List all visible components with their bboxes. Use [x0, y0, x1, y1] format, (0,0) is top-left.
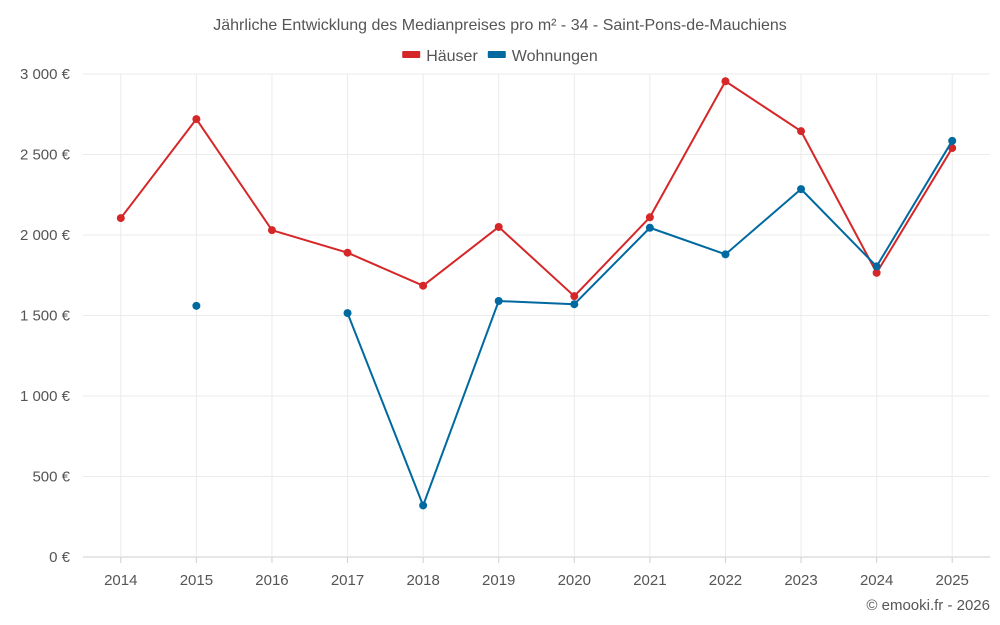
- legend: Häuser Wohnungen: [402, 48, 598, 65]
- x-tick-label: 2020: [558, 572, 591, 589]
- y-tick-label: 0 €: [49, 549, 71, 566]
- data-point-wohnungen[interactable]: [872, 262, 881, 271]
- legend-label-häuser[interactable]: Häuser: [426, 48, 478, 65]
- x-tick-label: 2018: [406, 572, 439, 589]
- data-point-häuser[interactable]: [570, 292, 579, 301]
- y-tick-label: 500 €: [32, 469, 70, 486]
- credit-text: © emooki.fr - 2026: [866, 597, 990, 614]
- data-point-wohnungen[interactable]: [645, 223, 654, 232]
- data-point-wohnungen[interactable]: [494, 297, 503, 306]
- data-point-wohnungen[interactable]: [721, 250, 730, 259]
- x-tick-label: 2016: [255, 572, 288, 589]
- data-point-wohnungen[interactable]: [797, 185, 806, 194]
- chart-title: Jährliche Entwicklung des Medianpreises …: [213, 17, 787, 34]
- x-tick-label: 2024: [860, 572, 893, 589]
- y-tick-label: 2 500 €: [20, 147, 71, 164]
- legend-swatch-wohnungen: [487, 51, 506, 58]
- x-tick-label: 2021: [633, 572, 666, 589]
- data-point-wohnungen[interactable]: [948, 136, 957, 145]
- y-tick-label: 1 500 €: [20, 308, 71, 325]
- data-point-wohnungen[interactable]: [419, 501, 428, 510]
- data-point-häuser[interactable]: [419, 281, 428, 290]
- data-point-häuser[interactable]: [494, 222, 503, 231]
- data-point-wohnungen[interactable]: [570, 300, 579, 309]
- y-tick-label: 2 000 €: [20, 227, 71, 244]
- data-point-häuser[interactable]: [721, 77, 730, 86]
- data-point-häuser[interactable]: [645, 213, 654, 222]
- x-axis-ticks: 2014 2015 2016 2017 2018 2019 2020 2021 2022 2023…: [104, 557, 969, 589]
- x-tick-label: 2014: [104, 572, 137, 589]
- data-point-wohnungen[interactable]: [343, 309, 352, 318]
- x-tick-label: 2023: [784, 572, 817, 589]
- series-layer: [116, 77, 957, 510]
- series-line-häuser: [119, 80, 954, 298]
- y-tick-label: 3 000 €: [20, 66, 71, 83]
- x-tick-label: 2022: [709, 572, 742, 589]
- data-point-häuser[interactable]: [797, 127, 806, 136]
- data-point-häuser[interactable]: [116, 214, 125, 223]
- grid: [83, 73, 990, 558]
- x-tick-label: 2015: [180, 572, 213, 589]
- legend-label-wohnungen[interactable]: Wohnungen: [512, 48, 598, 65]
- data-point-häuser[interactable]: [192, 115, 201, 124]
- y-tick-label: 1 000 €: [20, 388, 71, 405]
- y-axis-ticks: 0 € 500 € 1 000 € 1 500 € 2 000 € 2 500 € 3 00…: [20, 66, 71, 566]
- data-point-häuser[interactable]: [872, 268, 881, 277]
- data-point-häuser[interactable]: [343, 248, 352, 257]
- x-tick-label: 2025: [936, 572, 969, 589]
- legend-swatch-häuser: [402, 51, 421, 58]
- x-tick-label: 2019: [482, 572, 515, 589]
- x-tick-label: 2017: [331, 572, 364, 589]
- data-point-wohnungen[interactable]: [192, 301, 201, 310]
- data-point-häuser[interactable]: [267, 226, 276, 235]
